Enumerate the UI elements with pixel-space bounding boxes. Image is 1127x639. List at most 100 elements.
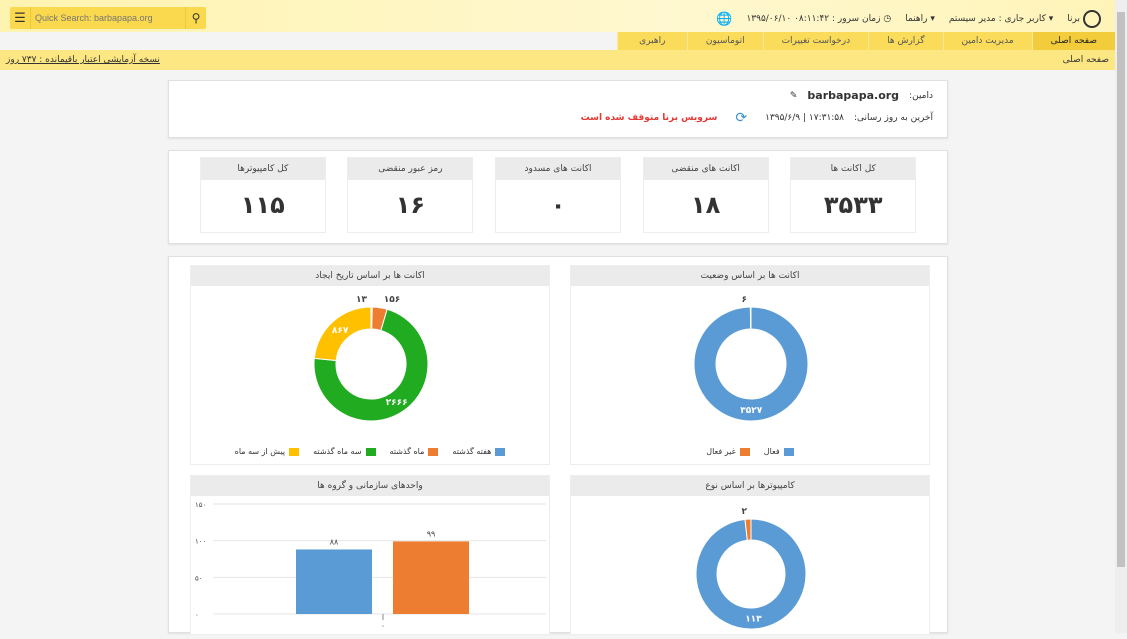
y-tick-label: ۱۰۰ xyxy=(195,538,206,546)
y-tick-label: ۰ xyxy=(195,611,199,619)
legend-item[interactable]: هفته گذشته xyxy=(452,447,506,456)
stat-label: اکانت های منقضی xyxy=(643,158,768,180)
legend-label: پیش از سه ماه xyxy=(234,447,286,456)
slice-label: ۲ xyxy=(742,507,748,517)
nav-change-requests[interactable]: درخواست تغییرات xyxy=(762,32,869,50)
domain-label: دامین: xyxy=(909,90,933,101)
bar[interactable] xyxy=(393,541,469,614)
logo: برنا xyxy=(1067,10,1101,28)
sync-icon[interactable]: ⟳ xyxy=(735,110,748,126)
bar-value-label: ۹۹ xyxy=(427,529,436,538)
bar[interactable] xyxy=(296,549,372,614)
legend-label: هفته گذشته xyxy=(452,447,492,456)
quick-search: ☰ ⚲ xyxy=(10,7,206,29)
bar-chart: ۰ ۵۰ ۱۰۰ ۱۵۰ ۰ ۸۸ ۹۹ xyxy=(195,501,546,630)
chart-title: اکانت ها بر اساس تاریخ ایجاد xyxy=(191,266,549,286)
stats-card: کل اکانت ها ۳۵۳۳ اکانت های منقضی ۱۸ اکانت … xyxy=(168,150,948,244)
hamburger-menu-icon[interactable]: ☰ xyxy=(14,10,26,26)
stat-expired-accounts[interactable]: اکانت های منقضی ۱۸ xyxy=(642,157,769,233)
help-menu[interactable]: ▾ راهنما xyxy=(905,14,935,24)
stat-label: کل اکانت ها xyxy=(791,158,916,180)
logo-icon xyxy=(1083,10,1101,28)
nav-home[interactable]: صفحه اصلی xyxy=(1031,32,1115,50)
nav-domain-management[interactable]: مدیریت دامین xyxy=(942,32,1032,50)
breadcrumb: صفحه اصلی xyxy=(1062,55,1109,65)
legend-item[interactable]: پیش از سه ماه xyxy=(234,447,300,456)
stat-expired-passwords[interactable]: رمز عبور منقضی ۱۶ xyxy=(347,157,474,233)
donut-slice[interactable] xyxy=(693,306,809,422)
chart-title: اکانت ها بر اساس وضعیت xyxy=(571,266,929,286)
legend-item[interactable]: ماه گذشته xyxy=(390,447,439,456)
stat-value: ۱۸ xyxy=(690,191,721,219)
donut-slice[interactable] xyxy=(744,518,752,541)
bar-value-label: ۸۸ xyxy=(330,537,339,546)
slice-label: ۳۵۲۷ xyxy=(740,406,762,416)
search-icon[interactable]: ⚲ xyxy=(191,11,201,25)
chart-computers-by-type: کامپیوترها بر اساس نوع ۱۱۳ ۲ xyxy=(570,475,930,635)
last-update-label: آخرین به روز رسانی: xyxy=(853,113,933,123)
legend-label: فعال xyxy=(763,447,780,456)
donut-chart: ۱۱۳ ۲ xyxy=(695,507,807,630)
current-user-menu[interactable]: ▾ کاربر جاری : مدیر سیستم xyxy=(948,14,1054,24)
chart-title: واحدهای سازمانی و گروه ها xyxy=(191,476,549,496)
nav-automation[interactable]: اتوماسیون xyxy=(686,32,763,50)
stat-value: ۱۶ xyxy=(395,191,426,219)
legend-label: سه ماه گذشته xyxy=(313,447,362,456)
donut-slice[interactable] xyxy=(749,306,752,330)
logo-text: برنا xyxy=(1067,14,1080,24)
donut-slice[interactable] xyxy=(313,306,372,362)
legend-item[interactable]: غیر فعال xyxy=(706,447,750,456)
last-update-value: ۱۷:۳۱:۵۸ | ۱۳۹۵/۶/۹ xyxy=(765,113,844,123)
chart-accounts-by-status: اکانت ها بر اساس وضعیت ۳۵۲۷ ۶ فعال غیر فع… xyxy=(570,265,930,465)
slice-label: ۶ xyxy=(742,295,748,305)
nav-reports[interactable]: گزارش ها xyxy=(868,32,943,50)
y-tick-label: ۱۵۰ xyxy=(195,501,206,509)
chart-org-units-groups: واحدهای سازمانی و گروه ها ۰ ۵۰ ۱۰۰ ۱۵۰ ۰ ۸۸ ۹۹ xyxy=(190,475,550,635)
y-tick-label: ۵۰ xyxy=(195,574,203,582)
domain-name: barbapapa.org xyxy=(807,89,900,102)
globe-icon[interactable]: 🌐 xyxy=(716,11,733,27)
donut-chart: ۳۵۲۷ ۶ xyxy=(693,295,809,422)
x-tick-label: ۰ xyxy=(381,622,385,630)
stat-total-accounts[interactable]: کل اکانت ها ۳۵۳۳ xyxy=(790,157,917,233)
slice-label: ۱۳ xyxy=(356,295,367,305)
legend-item[interactable]: فعال xyxy=(764,447,794,456)
charts-card: اکانت ها بر اساس وضعیت ۳۵۲۷ ۶ فعال غیر فع… xyxy=(168,256,948,635)
donut-slice[interactable] xyxy=(695,518,807,630)
scrollbar-thumb[interactable] xyxy=(1117,12,1125,567)
legend-item[interactable]: سه ماه گذشته xyxy=(313,447,376,456)
stat-label: رمز عبور منقضی xyxy=(348,158,473,180)
scrollbar[interactable] xyxy=(1115,0,1127,633)
stat-value: ۱۱۵ xyxy=(240,191,285,219)
chart-title: کامپیوترها بر اساس نوع xyxy=(571,476,929,496)
stat-label: اکانت های مسدود xyxy=(496,158,621,180)
legend-swatch xyxy=(783,447,794,456)
stat-value: ۳۵۳۳ xyxy=(823,191,883,219)
legend-swatch xyxy=(365,447,376,456)
slice-label: ۱۵۶ xyxy=(384,295,400,305)
slice-label: ۱۱۳ xyxy=(745,614,762,624)
slice-label: ۲۶۶۶ xyxy=(386,398,408,408)
breadcrumb-bar: نسخه آزمایشی اعتبار باقیمانده : ۷۳۷ روز … xyxy=(0,50,1115,70)
top-header: ☰ ⚲ برنا ▾ کاربر جاری : مدیر سیستم ▾ راه… xyxy=(0,0,1115,32)
legend-label: غیر فعال xyxy=(706,447,736,456)
stat-locked-accounts[interactable]: اکانت های مسدود ۰ xyxy=(495,157,622,233)
donut-chart: ۱۳ ۱۵۶ ۲۶۶۶ ۸۶۷ xyxy=(313,295,429,422)
chart-legend: فعال غیر فعال xyxy=(571,447,929,456)
help-label: راهنما xyxy=(905,14,928,24)
stat-total-computers[interactable]: کل کامپیوترها ۱۱۵ xyxy=(199,157,326,233)
main-nav: صفحه اصلی مدیریت دامین گزارش ها درخواست … xyxy=(616,32,1115,50)
trial-notice-link[interactable]: نسخه آزمایشی اعتبار باقیمانده : ۷۳۷ روز xyxy=(6,55,160,65)
edit-icon[interactable]: ✎ xyxy=(789,90,798,101)
donut-slice[interactable] xyxy=(313,308,429,422)
chart-accounts-by-creation-date: اکانت ها بر اساس تاریخ ایجاد ۱۳ ۱۵۶ ۲۶۶۶ ۸۶… xyxy=(190,265,550,465)
slice-label: ۸۶۷ xyxy=(332,326,349,336)
legend-swatch xyxy=(428,447,439,456)
current-user: کاربر جاری : مدیر سیستم xyxy=(948,14,1046,24)
search-input[interactable] xyxy=(30,7,186,29)
legend-swatch xyxy=(289,447,300,456)
server-time: ◷ زمان سرور : ۰۸:۱۱:۴۲ ۱۳۹۵/۰۶/۱۰ xyxy=(746,14,892,24)
nav-administration[interactable]: راهبری xyxy=(616,32,687,50)
chart-legend: هفته گذشته ماه گذشته سه ماه گذشته پیش از… xyxy=(191,447,549,456)
legend-swatch xyxy=(739,447,750,456)
